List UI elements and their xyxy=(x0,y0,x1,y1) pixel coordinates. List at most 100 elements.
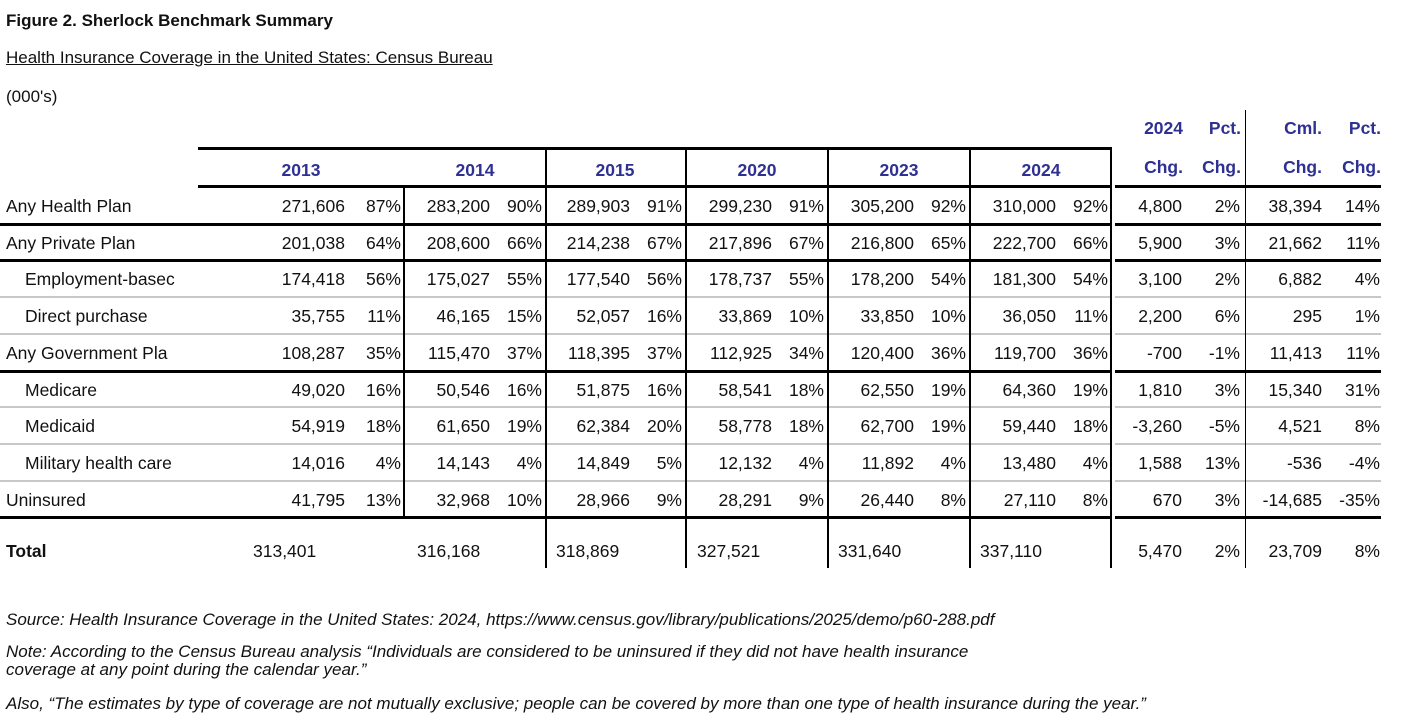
total-value: 337,110 xyxy=(980,541,1042,561)
value-cell: -14,685 xyxy=(1262,489,1322,510)
chg-header-top: 2024 xyxy=(1144,118,1183,138)
percent-cell: 18% xyxy=(1072,416,1108,437)
row-label: Military health care xyxy=(25,452,172,473)
row-label: Medicare xyxy=(25,379,97,400)
value-cell: 5,900 xyxy=(1138,232,1182,253)
total-change: 5,470 xyxy=(1138,541,1182,561)
value-cell: 670 xyxy=(1152,489,1182,510)
percent-cell: 6% xyxy=(1214,306,1240,327)
row-divider-light xyxy=(1115,443,1381,445)
note-line-1: Note: According to the Census Bureau ana… xyxy=(6,642,969,661)
percent-cell: 11% xyxy=(367,306,401,327)
cml-header-bottom: Chg. xyxy=(1283,157,1322,177)
percent-cell: 67% xyxy=(646,232,682,253)
row-label: Medicaid xyxy=(25,416,96,437)
percent-cell: 37% xyxy=(506,342,542,363)
value-cell: 283,200 xyxy=(426,196,490,216)
value-cell: 49,020 xyxy=(291,379,345,400)
value-cell: 59,440 xyxy=(1002,416,1056,437)
column-divider xyxy=(685,147,687,568)
value-cell: 119,700 xyxy=(994,342,1056,363)
percent-cell: 3% xyxy=(1214,489,1240,510)
value-cell: 12,132 xyxy=(718,452,772,473)
row-divider xyxy=(0,370,1112,373)
value-cell: 11,892 xyxy=(861,452,914,473)
percent-cell: 90% xyxy=(506,196,542,216)
value-cell: 2,200 xyxy=(1138,306,1182,327)
cml-header-top: Cml. xyxy=(1284,118,1322,138)
value-cell: 216,800 xyxy=(850,232,914,253)
value-cell: 36,050 xyxy=(1002,306,1056,327)
value-cell: 54,919 xyxy=(291,416,345,437)
column-divider xyxy=(403,186,405,517)
percent-cell: -35% xyxy=(1339,489,1380,510)
total-label: Total xyxy=(6,541,47,561)
column-divider xyxy=(1245,110,1246,568)
row-divider xyxy=(1115,370,1381,373)
note-line-2: coverage at any point during the calenda… xyxy=(6,660,367,679)
percent-cell: 8% xyxy=(1082,489,1108,510)
value-cell: 32,968 xyxy=(436,489,490,510)
value-cell: 28,966 xyxy=(576,489,630,510)
percent-cell: 56% xyxy=(365,269,401,290)
percent-cell: 19% xyxy=(506,416,542,437)
note-line-3: Also, “The estimates by type of coverage… xyxy=(6,694,1146,713)
percent-cell: 4% xyxy=(375,452,401,473)
percent-cell: 55% xyxy=(788,269,824,290)
row-label: Any Government Pla xyxy=(6,342,168,363)
percent-cell: 64% xyxy=(365,232,401,253)
percent-cell: 37% xyxy=(646,342,682,363)
value-cell: 35,755 xyxy=(291,306,345,327)
year-header: 2014 xyxy=(455,160,495,180)
value-cell: 28,291 xyxy=(718,489,772,510)
row-label: Employment-basec xyxy=(25,269,175,290)
value-cell: 201,038 xyxy=(281,232,345,253)
chg-header-bottom: Chg. xyxy=(1144,157,1183,177)
value-cell: 177,540 xyxy=(566,269,630,290)
header-top-border xyxy=(198,147,1112,150)
percent-cell: 10% xyxy=(506,489,542,510)
value-cell: 21,662 xyxy=(1268,232,1322,253)
value-cell: 50,546 xyxy=(436,379,490,400)
row-label: Any Health Plan xyxy=(6,196,132,216)
percent-cell: 13% xyxy=(365,489,401,510)
value-cell: 62,700 xyxy=(860,416,914,437)
percent-cell: 19% xyxy=(930,416,966,437)
value-cell: 4,521 xyxy=(1278,416,1322,437)
percent-cell: 18% xyxy=(365,416,401,437)
percent-cell: 92% xyxy=(1072,196,1108,216)
value-cell: 310,000 xyxy=(992,196,1056,216)
year-header: 2023 xyxy=(879,160,919,180)
percent-cell: 4% xyxy=(940,452,966,473)
value-cell: 46,165 xyxy=(436,306,490,327)
percent-cell: 4% xyxy=(798,452,824,473)
value-cell: 64,360 xyxy=(1002,379,1056,400)
percent-cell: 2% xyxy=(1214,269,1240,290)
total-value: 318,869 xyxy=(556,541,620,561)
value-cell: 33,869 xyxy=(718,306,772,327)
value-cell: 62,550 xyxy=(860,379,914,400)
column-divider xyxy=(969,147,971,568)
percent-cell: 54% xyxy=(1072,269,1108,290)
percent-cell: 11% xyxy=(1074,306,1108,327)
total-change: 2% xyxy=(1214,541,1240,561)
pct-header-bottom: Chg. xyxy=(1202,157,1241,177)
value-cell: 108,287 xyxy=(281,342,345,363)
percent-cell: 16% xyxy=(646,379,682,400)
percent-cell: 4% xyxy=(516,452,542,473)
value-cell: 1,810 xyxy=(1138,379,1182,400)
percent-cell: 8% xyxy=(1354,416,1380,437)
row-divider xyxy=(0,259,1112,262)
percent-cell: 16% xyxy=(646,306,682,327)
value-cell: 14,143 xyxy=(436,452,490,473)
value-cell: 295 xyxy=(1292,306,1322,327)
value-cell: 14,016 xyxy=(291,452,345,473)
column-divider xyxy=(1110,147,1112,568)
total-change: 8% xyxy=(1354,541,1380,561)
percent-cell: 16% xyxy=(365,379,401,400)
value-cell: 4,800 xyxy=(1138,196,1182,216)
value-cell: 38,394 xyxy=(1268,196,1322,216)
percent-cell: 91% xyxy=(646,196,682,216)
percent-cell: 66% xyxy=(506,232,542,253)
percent-cell: 8% xyxy=(940,489,966,510)
